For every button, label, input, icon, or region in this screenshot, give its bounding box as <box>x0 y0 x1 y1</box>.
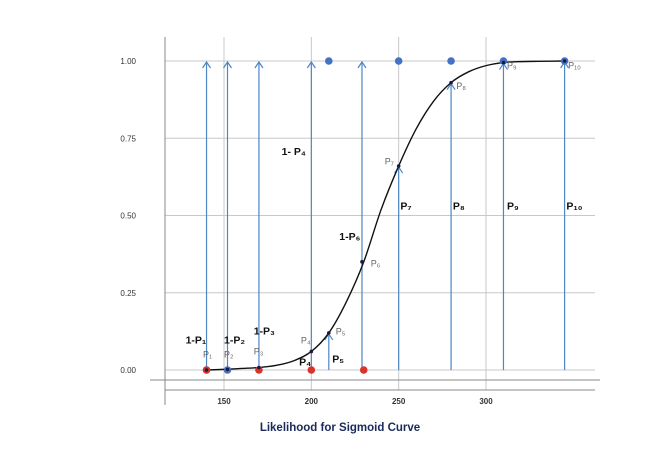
annotation-label: P₆ <box>371 258 381 268</box>
annotation-label: P₁₀ <box>568 61 581 71</box>
curve-point <box>360 260 364 264</box>
annotation-label: P₅ <box>336 326 346 336</box>
annotation-label: 1-P₁ <box>186 335 207 347</box>
red-point <box>307 366 316 374</box>
x-tick-label: 300 <box>479 397 493 406</box>
arrow-head <box>306 60 316 69</box>
curve-point <box>449 80 453 85</box>
axes <box>150 37 600 405</box>
annotation-label: 1-P₆ <box>339 231 360 243</box>
y-tick-label: 0.50 <box>120 212 136 221</box>
arrow-head <box>357 60 367 69</box>
annotation-label: P₅ <box>332 353 344 365</box>
annotation-label: P₄ <box>299 356 311 368</box>
arrow-head <box>254 60 264 69</box>
red-point <box>255 366 263 374</box>
annotation-label: P₇ <box>400 200 411 212</box>
curve-point <box>257 365 261 370</box>
curve-point <box>225 367 230 372</box>
y-tick-label: 0.25 <box>120 289 136 298</box>
annotation-label: P₄ <box>301 336 311 346</box>
blue-point <box>447 57 455 65</box>
annotation-label: P₈ <box>453 200 465 212</box>
x-axis-label: Likelihood for Sigmoid Curve <box>260 422 420 434</box>
curve-point <box>204 368 209 372</box>
blue-point <box>325 57 333 65</box>
data-points <box>202 57 569 374</box>
curve-point <box>501 60 506 65</box>
y-tick-label: 1.00 <box>120 57 136 66</box>
y-tick-label: 0.00 <box>120 366 136 375</box>
red-point <box>359 366 368 374</box>
y-tick-label: 0.75 <box>120 134 136 143</box>
curve-point <box>327 331 331 335</box>
curve-point <box>396 164 401 168</box>
annotation-label: P₂ <box>224 350 234 360</box>
sigmoid-curve <box>206 60 565 371</box>
arrow-head <box>222 60 232 69</box>
annotation-label: P₈ <box>456 81 466 91</box>
annotation-label: P₉ <box>507 200 519 212</box>
annotation-label: 1-P₃ <box>254 325 275 337</box>
x-tick-label: 200 <box>305 397 319 406</box>
curve-point <box>562 59 567 63</box>
annotation-label: P₇ <box>385 157 394 167</box>
x-tick-label: 150 <box>217 397 231 406</box>
arrow-head <box>202 60 212 69</box>
annotation-label: 1- P₄ <box>282 146 306 158</box>
tick-labels: 0.00 0.25 0.50 0.75 1.00 150 200 250 300 <box>120 57 493 406</box>
annotation-label: P₁₀ <box>566 200 582 212</box>
annotation-label: P₉ <box>507 61 517 71</box>
arrows <box>202 60 570 370</box>
blue-point <box>394 57 403 65</box>
annotation-label: 1-P₂ <box>224 335 245 347</box>
annotation-label: P₁ <box>203 350 212 360</box>
x-tick-label: 250 <box>392 397 406 406</box>
annotation-label: P₃ <box>254 347 264 357</box>
annotations: 1- P₄ P₇ P₇ P₈ P₉ P₁₀ 1-P₆ P₆ P₈ P₉ P₁₀ 1-P₁ 1-P₂ 1-P… <box>186 61 583 369</box>
curve-point <box>309 349 314 354</box>
